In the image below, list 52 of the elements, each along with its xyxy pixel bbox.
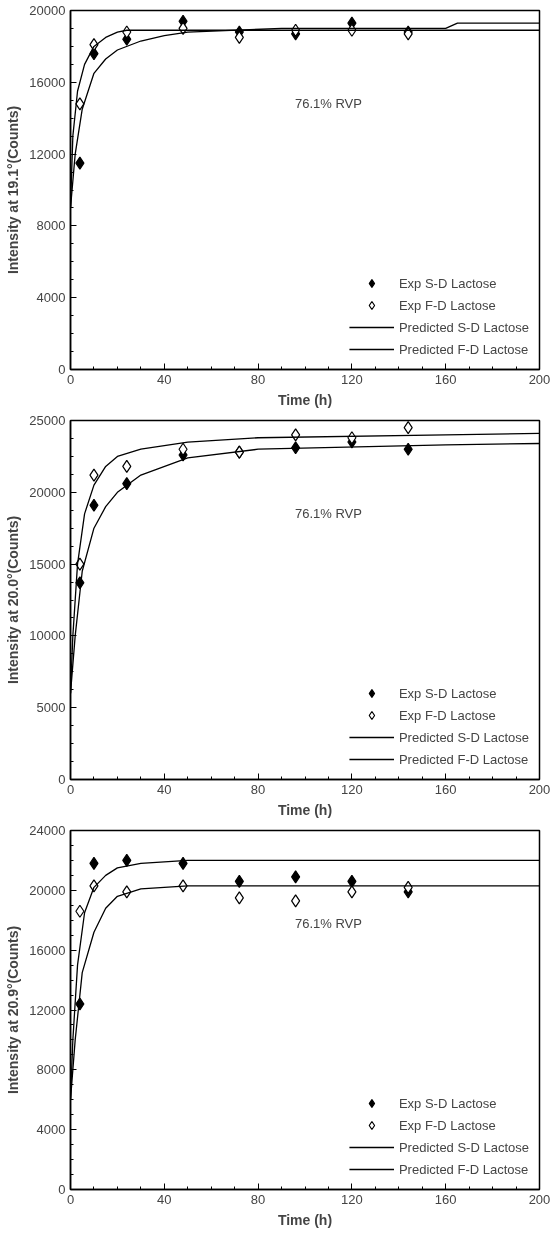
y-tick-label: 4000 — [36, 1122, 66, 1138]
x-tick-label: 80 — [250, 1191, 266, 1207]
x-tick-label: 120 — [341, 781, 363, 797]
legend-label: Exp S-D Lactose — [398, 685, 497, 701]
y-tick-label: 5000 — [36, 700, 66, 716]
x-tick-label: 200 — [528, 371, 551, 387]
x-tick-label: 160 — [434, 371, 457, 387]
x-axis-title: Time (h) — [277, 391, 333, 408]
y-tick-label: 8000 — [36, 218, 66, 234]
legend-label: Exp F-D Lactose — [398, 707, 496, 723]
annotation: 76.1% RVP — [294, 96, 362, 112]
x-tick-label: 200 — [528, 781, 551, 797]
y-tick-label: 25000 — [29, 413, 66, 428]
x-tick-label: 200 — [528, 1191, 551, 1207]
x-tick-label: 80 — [250, 781, 266, 797]
legend-label: Predicted S-D Lactose — [398, 1139, 529, 1155]
y-tick-label: 12000 — [29, 1002, 66, 1018]
x-tick-label: 160 — [434, 781, 457, 797]
x-axis-title: Time (h) — [277, 801, 333, 818]
x-tick-label: 80 — [250, 371, 266, 387]
x-tick-label: 40 — [157, 1191, 172, 1207]
x-tick-label: 160 — [434, 1191, 457, 1207]
y-tick-label: 4000 — [36, 290, 66, 306]
y-tick-label: 12000 — [29, 146, 66, 162]
x-tick-label: 40 — [157, 781, 172, 797]
legend-label: Exp F-D Lactose — [398, 1117, 496, 1133]
legend-label: Predicted F-D Lactose — [398, 1161, 529, 1177]
legend-label: Predicted S-D Lactose — [398, 319, 529, 335]
y-tick-label: 8000 — [36, 1062, 66, 1078]
y-axis-title: Intensity at 20.9°(Counts) — [5, 925, 22, 1095]
x-tick-label: 120 — [341, 1191, 363, 1207]
y-tick-label: 10000 — [29, 628, 66, 644]
legend-label: Predicted F-D Lactose — [398, 751, 529, 767]
y-axis-title: Intensity at 20.0°(Counts) — [5, 515, 22, 685]
annotation: 76.1% RVP — [294, 506, 362, 522]
legend-label: Exp S-D Lactose — [398, 275, 497, 291]
y-axis-title: Intensity at 19.1°(Counts) — [5, 105, 22, 275]
y-tick-label: 20000 — [29, 484, 66, 500]
legend-label: Exp F-D Lactose — [398, 297, 496, 313]
y-tick-label: 24000 — [29, 823, 66, 838]
legend-label: Predicted S-D Lactose — [398, 729, 529, 745]
y-tick-label: 16000 — [29, 74, 66, 90]
legend-label: Exp S-D Lactose — [398, 1095, 497, 1111]
x-tick-label: 40 — [157, 371, 172, 387]
legend-label: Predicted F-D Lactose — [398, 341, 529, 357]
y-tick-label: 15000 — [29, 556, 66, 572]
y-tick-label: 20000 — [29, 882, 66, 898]
x-tick-label: 120 — [341, 371, 363, 387]
x-axis-title: Time (h) — [277, 1211, 333, 1228]
annotation: 76.1% RVP — [294, 916, 362, 932]
y-tick-label: 16000 — [29, 942, 66, 958]
y-tick-label: 20000 — [29, 3, 66, 18]
